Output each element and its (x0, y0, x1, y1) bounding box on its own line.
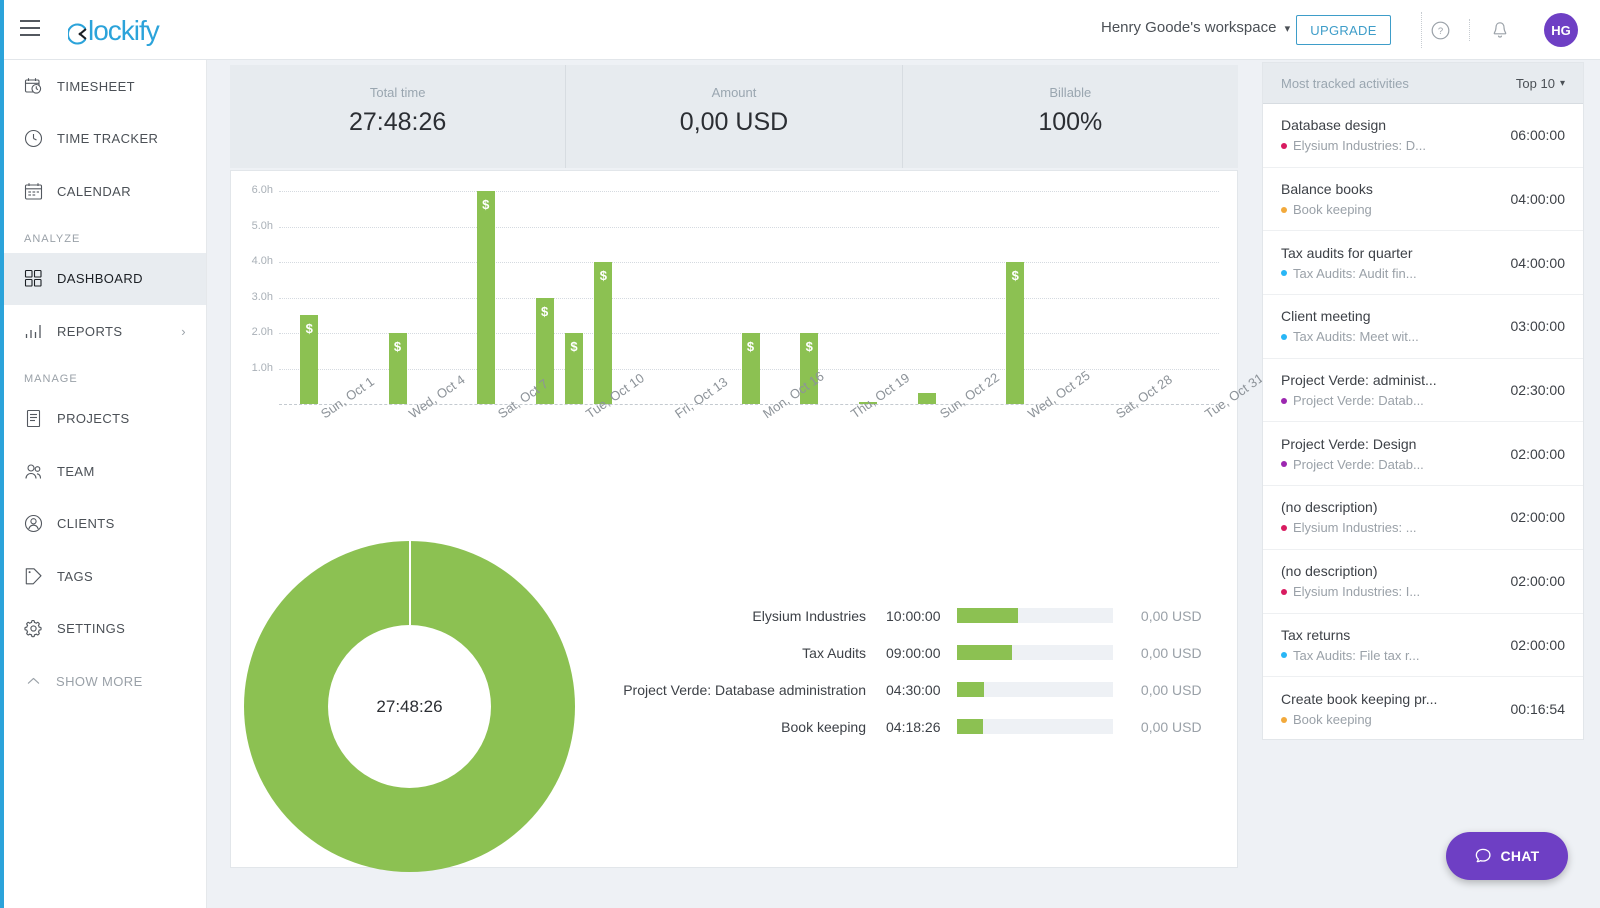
svg-text:?: ? (1437, 26, 1442, 37)
